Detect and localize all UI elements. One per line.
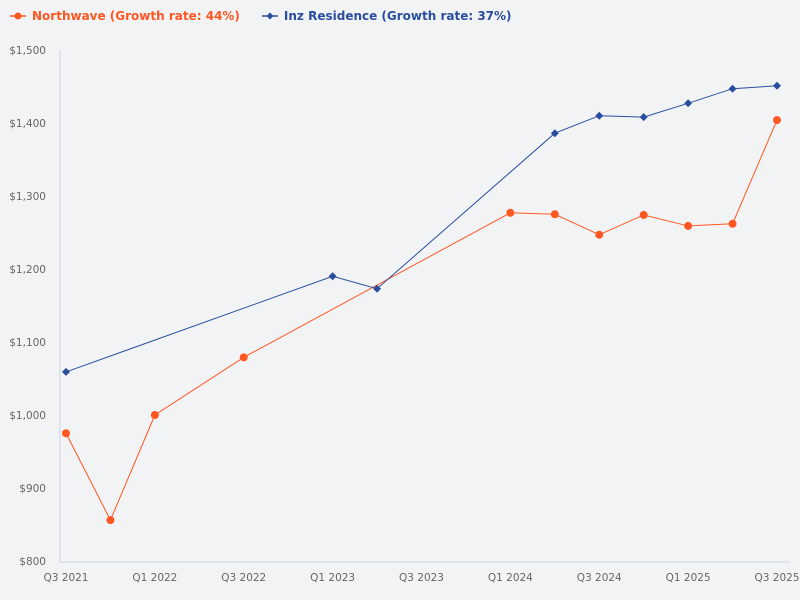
- data-point: [239, 353, 248, 362]
- legend-item-northwave[interactable]: Northwave (Growth rate: 44%): [10, 9, 240, 23]
- x-tick-label: Q3 2023: [399, 572, 444, 584]
- data-point: [550, 210, 559, 219]
- y-tick-label: $1,500: [9, 45, 46, 57]
- x-tick-label: Q1 2024: [488, 572, 533, 584]
- data-point: [728, 84, 737, 93]
- data-point: [62, 429, 70, 438]
- data-point: [62, 367, 70, 376]
- data-point: [728, 219, 737, 228]
- x-tick-label: Q3 2024: [577, 572, 622, 584]
- legend-item-inz-residence[interactable]: Inz Residence (Growth rate: 37%): [261, 9, 512, 23]
- data-point: [106, 516, 115, 525]
- y-tick-label: $1,100: [9, 337, 46, 349]
- y-tick-label: $900: [19, 483, 46, 495]
- x-tick-label: Q1 2023: [310, 572, 355, 584]
- y-tick-label: $1,300: [9, 191, 46, 203]
- x-tick-label: Q3 2021: [43, 572, 88, 584]
- data-point: [684, 99, 693, 108]
- data-point: [373, 284, 382, 293]
- data-point: [773, 81, 781, 90]
- x-tick-label: Q1 2022: [132, 572, 177, 584]
- series-line-0: [65, 119, 778, 522]
- data-point: [150, 411, 159, 419]
- y-tick-label: $1,400: [9, 118, 46, 130]
- x-tick-label: Q1 2025: [666, 572, 711, 584]
- data-point: [773, 116, 781, 125]
- y-tick-label: $1,200: [9, 264, 46, 276]
- data-point: [506, 208, 515, 217]
- diamond-marker-icon: [261, 12, 278, 20]
- y-tick-label: $1,000: [9, 410, 46, 422]
- circle-marker-icon: [10, 12, 26, 20]
- legend-label: Inz Residence (Growth rate: 37%): [283, 9, 512, 23]
- data-point: [328, 272, 337, 281]
- data-point: [595, 230, 604, 239]
- x-tick-label: Q3 2022: [221, 572, 266, 584]
- legend: Northwave (Growth rate: 44%) Inz Residen…: [10, 9, 512, 23]
- data-point: [684, 221, 693, 230]
- legend-label: Northwave (Growth rate: 44%): [32, 9, 240, 23]
- data-point: [550, 129, 559, 138]
- data-point: [595, 111, 604, 120]
- y-tick-label: $800: [19, 556, 46, 568]
- series-line-1: [65, 85, 778, 373]
- data-point: [639, 210, 648, 219]
- data-point: [639, 113, 648, 122]
- x-tick-label: Q3 2025: [754, 572, 799, 584]
